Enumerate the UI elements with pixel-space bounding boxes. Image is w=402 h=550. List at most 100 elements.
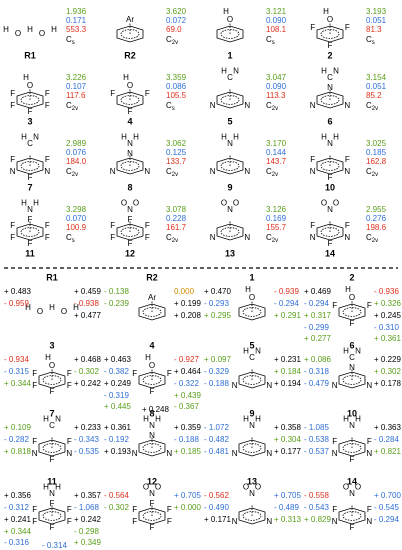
ring-atom: N [266, 381, 272, 390]
ring [338, 371, 366, 389]
charge: - 0.927 [174, 355, 199, 364]
charge: + 0.241 [4, 515, 31, 524]
molecule-label: 14 [325, 248, 335, 258]
charge: - 0.490 [204, 503, 229, 512]
point-group: Cs [366, 35, 375, 45]
group-atom: N [27, 205, 33, 214]
ring-atom: F [328, 239, 333, 248]
ring [338, 303, 366, 321]
ring-atom: F [350, 319, 355, 328]
charge: - 0.310 [374, 323, 399, 332]
ring [116, 91, 144, 109]
group-atom: H [143, 415, 149, 424]
ring-atom: F [50, 499, 55, 508]
property-value: 3.170 [266, 139, 287, 148]
group-atom: H [49, 303, 55, 312]
ring-atom: F [345, 23, 350, 32]
ring-atom: F [128, 107, 133, 116]
ring-aromatic [342, 511, 362, 521]
group-atom: H [121, 133, 127, 142]
ring-atom: F [67, 505, 72, 514]
ring-atom: F [310, 155, 315, 164]
charge: - 0.284 [374, 435, 399, 444]
ring [216, 223, 244, 241]
group-atom: H [323, 7, 329, 16]
ring-atom: N [166, 449, 172, 458]
ring-atom: N [244, 233, 250, 242]
charge: - 0.538 [304, 435, 329, 444]
property-value: 0.076 [66, 148, 87, 157]
property-value: 3.062 [166, 139, 187, 148]
group-atom: O [15, 29, 21, 38]
point-group: Cs [166, 101, 175, 111]
molecule-label: 7 [27, 182, 32, 192]
charge: + 0.277 [304, 334, 331, 343]
charge: + 0.231 [274, 355, 301, 364]
ring [116, 25, 144, 43]
ring-atom: N [127, 149, 133, 158]
property-value: 113.3 [266, 91, 286, 100]
ring-atom: F [32, 505, 37, 514]
ring-atom: F [350, 455, 355, 464]
charge: + 0.229 [374, 355, 401, 364]
ring [16, 91, 44, 109]
ring-atom: F [67, 381, 72, 390]
charge: + 0.193 [104, 447, 131, 456]
group-atom: N [327, 205, 333, 214]
ring-atom: F [110, 233, 115, 242]
charge: + 0.459 [74, 287, 101, 296]
molecule-label: 10 [347, 408, 357, 418]
ring-aromatic [242, 443, 262, 453]
ring-atom: N [32, 449, 38, 458]
group-atom: N [333, 67, 339, 76]
ring-atom: F [28, 215, 33, 224]
point-group: C2v [266, 101, 278, 111]
property-value: 155.7 [266, 223, 287, 232]
molecule-label: R2 [124, 50, 136, 60]
ring-atom: F [45, 101, 50, 110]
group-atom: H [43, 415, 49, 424]
ring-aromatic [220, 161, 240, 171]
ring [316, 25, 344, 43]
charge: - 0.545 [374, 503, 399, 512]
ring [238, 371, 266, 389]
ring-atom: F [310, 23, 315, 32]
group-atom: C [49, 421, 55, 430]
charge: + 0.818 [4, 447, 31, 456]
group-atom: O [327, 15, 333, 24]
group-atom: O [49, 361, 55, 370]
group-atom: C [27, 139, 33, 148]
ring-atom: N [366, 449, 372, 458]
property-value: 3.193 [366, 7, 387, 16]
charge: + 0.178 [374, 379, 401, 388]
ring-atom: F [110, 89, 115, 98]
charge: + 0.705 [174, 491, 201, 500]
ring-aromatic [242, 375, 262, 385]
charge: - 0.481 [204, 447, 229, 456]
molecule-label: 1 [227, 50, 232, 60]
ring-aromatic [320, 95, 340, 105]
ring-atom: F [67, 517, 72, 526]
property-value: 0.144 [266, 148, 287, 157]
point-group: Cs [266, 35, 275, 45]
ring-atom: F [50, 387, 55, 396]
ring [16, 223, 44, 241]
ring [138, 439, 166, 457]
ring-atom: N [310, 233, 316, 242]
group-atom: O [233, 199, 239, 208]
property-value: 0.107 [66, 82, 87, 91]
group-atom: O [149, 361, 155, 370]
point-group: C2v [366, 167, 378, 177]
charge: + 0.344 [4, 527, 31, 536]
ring-atom: F [150, 523, 155, 532]
property-value: 3.126 [266, 205, 287, 214]
group-atom: H [321, 67, 327, 76]
ring [238, 507, 266, 525]
group-atom: H [343, 347, 349, 356]
group-atom: N [249, 421, 255, 430]
charge: + 0.361 [374, 334, 401, 343]
charge: + 0.470 [204, 287, 231, 296]
property-value: 0.072 [166, 16, 187, 25]
ring-aromatic [120, 227, 140, 237]
charge: + 0.464 [174, 367, 201, 376]
